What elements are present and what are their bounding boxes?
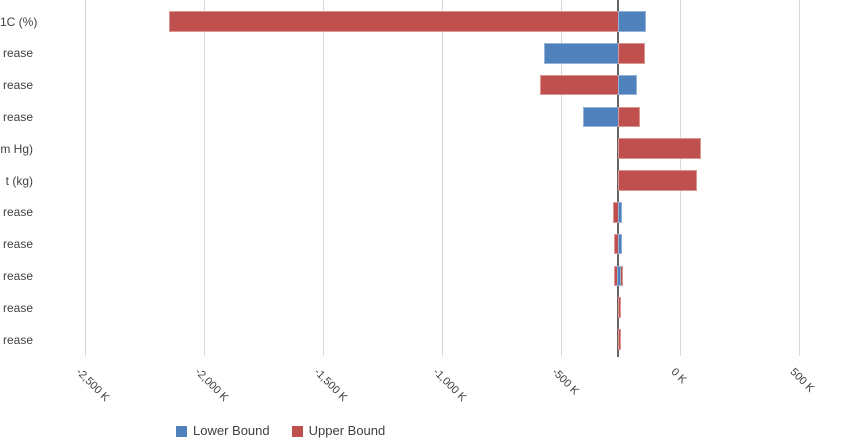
x-tick-label: -2,500 K bbox=[73, 366, 112, 404]
lower-bound-swatch-icon bbox=[176, 425, 187, 437]
bar-lower-bound[interactable] bbox=[618, 233, 623, 255]
gridline bbox=[322, 0, 324, 356]
bar-lower-bound[interactable] bbox=[618, 74, 638, 96]
bar-lower-bound[interactable] bbox=[618, 11, 646, 32]
upper-bound-swatch-icon bbox=[291, 425, 303, 437]
legend-item-upper-bound[interactable]: Upper Bound bbox=[291, 423, 386, 438]
gridline bbox=[560, 0, 562, 356]
x-tick-label: -500 K bbox=[549, 366, 581, 398]
legend: Lower Bound Upper Bound bbox=[176, 424, 385, 438]
category-label: rease bbox=[2, 205, 33, 220]
legend-item-lower-bound[interactable]: Lower Bound bbox=[176, 424, 270, 438]
category-label: rease bbox=[2, 237, 33, 252]
category-label: t (kg) bbox=[5, 173, 33, 188]
x-tick-label: -1,500 K bbox=[311, 366, 350, 404]
bar-lower-bound[interactable] bbox=[544, 43, 620, 64]
category-label: rease bbox=[2, 78, 33, 93]
bar-lower-bound[interactable] bbox=[616, 265, 622, 287]
gridline bbox=[203, 0, 205, 356]
x-tick-label: 0 K bbox=[668, 366, 689, 387]
category-label: rease bbox=[2, 268, 33, 283]
category-label: rease bbox=[2, 332, 33, 347]
gridline bbox=[441, 0, 443, 356]
bar-upper-bound[interactable] bbox=[540, 74, 620, 96]
category-label: 1C (%) bbox=[0, 14, 38, 29]
category-label: rease bbox=[2, 109, 33, 124]
bar-upper-bound[interactable] bbox=[618, 170, 697, 191]
gridline bbox=[84, 0, 86, 356]
bar-upper-bound[interactable] bbox=[169, 11, 620, 32]
x-tick-label: 500 K bbox=[787, 366, 817, 395]
bar-upper-bound[interactable] bbox=[618, 138, 701, 159]
bar-upper-bound[interactable] bbox=[617, 297, 621, 318]
bar-upper-bound[interactable] bbox=[618, 106, 641, 128]
bar-lower-bound[interactable] bbox=[618, 202, 623, 223]
category-label: m Hg) bbox=[0, 141, 33, 156]
x-tick-label: -1,000 K bbox=[430, 366, 469, 404]
category-label: rease bbox=[2, 46, 33, 61]
bar-lower-bound[interactable] bbox=[583, 106, 620, 128]
bar-upper-bound[interactable] bbox=[618, 43, 646, 64]
legend-label-lower-bound: Lower Bound bbox=[193, 423, 270, 438]
bar-upper-bound[interactable] bbox=[617, 329, 621, 350]
legend-label-upper-bound: Upper Bound bbox=[308, 423, 386, 438]
gridline bbox=[798, 0, 800, 356]
x-tick-label: -2,000 K bbox=[192, 366, 231, 404]
category-label: rease bbox=[2, 300, 33, 315]
